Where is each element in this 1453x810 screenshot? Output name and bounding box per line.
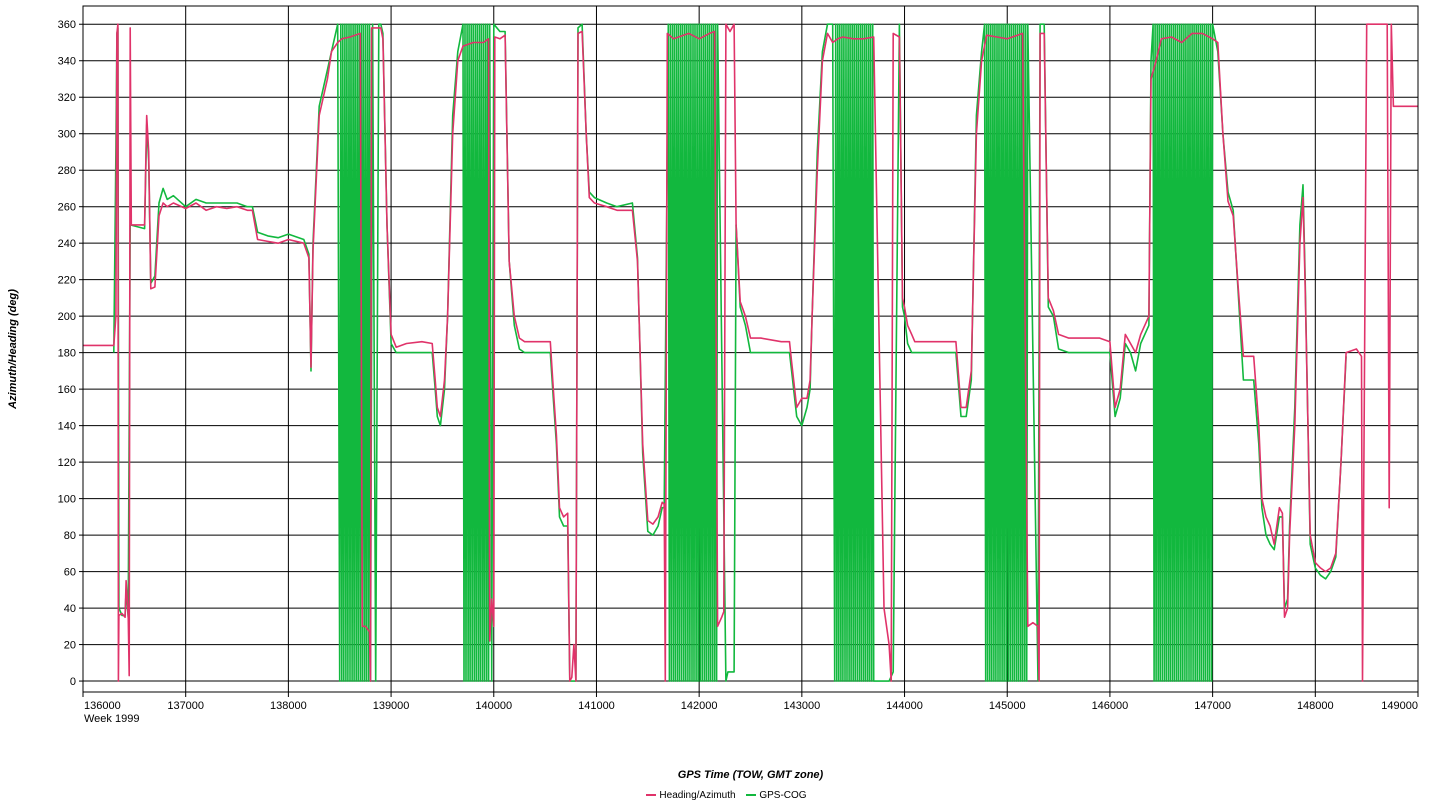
chart-legend: Heading/Azimuth GPS-COG — [0, 790, 1453, 801]
series-line-heading-azimuth — [83, 23, 1418, 682]
legend-swatch-gps-cog — [746, 794, 757, 797]
y-tick-label: 140 — [58, 421, 76, 433]
y-tick-label: 100 — [58, 494, 76, 506]
x-tick-label: 148000 — [1297, 700, 1334, 712]
y-tick-label: 200 — [58, 311, 76, 323]
y-tick-label: 300 — [58, 129, 76, 141]
x-tick-label: 136000 — [84, 700, 121, 712]
legend-item-heading: Heading/Azimuth — [646, 790, 736, 801]
legend-item-gps-cog: GPS-COG — [746, 790, 807, 801]
series-line-gps-cog — [113, 23, 1347, 682]
y-tick-label: 20 — [64, 640, 76, 652]
plot-border — [82, 5, 1419, 693]
x-tick-label: 141000 — [578, 700, 615, 712]
y-tick-label: 40 — [64, 603, 76, 615]
legend-label-gps-cog: GPS-COG — [759, 790, 807, 801]
y-tick-label: 160 — [58, 384, 76, 396]
x-tick-label: 145000 — [989, 700, 1026, 712]
series-lines — [83, 23, 1418, 682]
y-tick-label: 80 — [64, 530, 76, 542]
x-axis-title: GPS Time (TOW, GMT zone) — [678, 769, 824, 781]
x-axis-sublabel: Week 1999 — [84, 713, 139, 725]
legend-swatch-heading — [646, 794, 657, 797]
x-tick-label: 146000 — [1092, 700, 1129, 712]
y-tick-label: 180 — [58, 348, 76, 360]
y-tick-label: 280 — [58, 165, 76, 177]
x-tick-label: 149000 — [1381, 700, 1418, 712]
y-axis-ticks: 0 20 40 60 80 100 120 140 160 180 200 220 240 260 280 3… — [58, 19, 83, 688]
y-tick-label: 360 — [58, 19, 76, 31]
x-tick-label: 143000 — [783, 700, 820, 712]
y-tick-label: 220 — [58, 275, 76, 287]
x-tick-label: 140000 — [475, 700, 512, 712]
y-tick-label: 260 — [58, 202, 76, 214]
x-tick-label: 139000 — [373, 700, 410, 712]
y-axis-title: Azimuth/Heading (deg) — [7, 289, 19, 410]
y-tick-label: 0 — [70, 676, 76, 688]
x-axis-ticks: 136000 137000 138000 139000 140000 141000 1420… — [82, 692, 1419, 712]
x-tick-label: 137000 — [167, 700, 204, 712]
legend-label-heading: Heading/Azimuth — [659, 790, 736, 801]
y-tick-label: 340 — [58, 56, 76, 68]
y-tick-label: 120 — [58, 457, 76, 469]
x-tick-label: 142000 — [681, 700, 718, 712]
x-tick-label: 147000 — [1194, 700, 1231, 712]
y-tick-label: 60 — [64, 567, 76, 579]
x-tick-label: 144000 — [886, 700, 923, 712]
y-tick-label: 320 — [58, 92, 76, 104]
x-tick-label: 138000 — [270, 700, 307, 712]
y-tick-label: 240 — [58, 238, 76, 250]
